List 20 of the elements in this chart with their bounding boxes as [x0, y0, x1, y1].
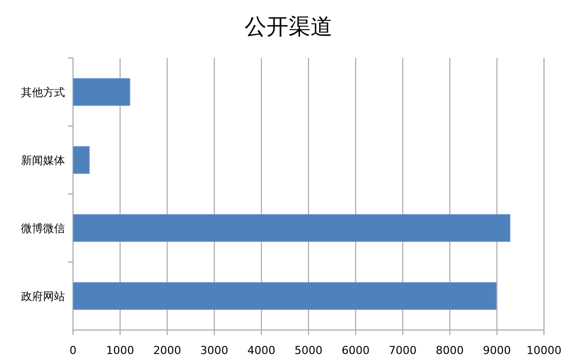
- x-tick-label: 10000: [526, 344, 562, 357]
- bar: [72, 282, 497, 310]
- bar: [72, 146, 90, 174]
- x-tick-label: 0: [70, 344, 76, 357]
- bar: [72, 78, 130, 106]
- x-tick-label: 5000: [294, 344, 322, 357]
- x-tick-label: 9000: [482, 344, 511, 357]
- x-tick-label: 3000: [200, 344, 228, 357]
- x-tick-label: 8000: [436, 344, 464, 357]
- x-tick-label: 4000: [247, 344, 276, 357]
- bar: [72, 214, 510, 242]
- x-tick-label: 6000: [342, 344, 370, 357]
- y-tick-label: 微博微信: [21, 222, 65, 235]
- y-tick-label: 其他方式: [21, 86, 65, 99]
- x-tick-label: 7000: [388, 344, 417, 357]
- chart-title: 公开渠道: [244, 15, 332, 40]
- x-tick-label: 2000: [153, 344, 182, 357]
- y-tick-label: 政府网站: [21, 290, 65, 303]
- y-tick-label: 新闻媒体: [21, 154, 65, 167]
- x-tick-label: 1000: [106, 344, 134, 357]
